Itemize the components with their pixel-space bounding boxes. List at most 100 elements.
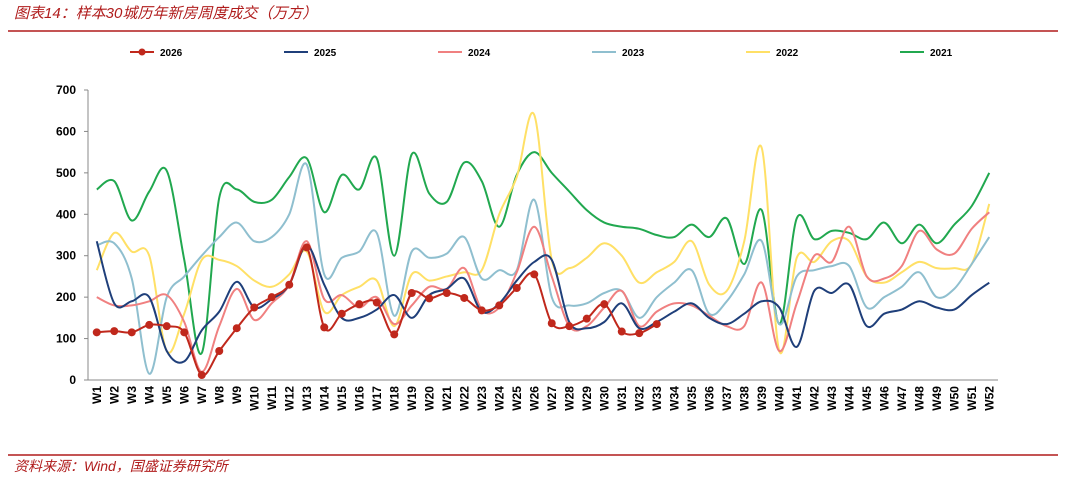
x-tick-label: W8 (212, 386, 226, 404)
x-tick-label: W4 (142, 386, 156, 404)
series-line (96, 151, 991, 355)
point (372, 298, 381, 307)
x-tick-label: W46 (877, 386, 891, 411)
x-tick-label: W49 (930, 386, 944, 411)
x-tick-label: W45 (860, 386, 874, 411)
y-tick-label: 600 (56, 124, 76, 138)
x-tick-label: W6 (177, 386, 191, 404)
legend-label: 2021 (930, 48, 953, 59)
x-tick-label: W11 (265, 386, 279, 410)
x-tick-label: W13 (300, 386, 314, 411)
x-tick-label: W50 (947, 386, 961, 411)
x-tick-label: W19 (405, 386, 419, 411)
x-tick-label: W10 (247, 386, 261, 411)
x-tick-label: W52 (982, 386, 996, 411)
x-tick-label: W5 (160, 386, 174, 404)
x-tick-label: W37 (720, 386, 734, 411)
point (582, 314, 591, 323)
x-tick-label: W31 (615, 386, 629, 411)
y-tick-label: 200 (56, 290, 76, 304)
y-tick-label: 400 (56, 207, 76, 221)
x-tick-label: W24 (492, 386, 506, 411)
legend-label: 2024 (468, 48, 491, 59)
x-tick-label: W36 (702, 386, 716, 411)
point (302, 243, 311, 252)
point (110, 327, 119, 336)
x-tick-label: W12 (282, 386, 296, 411)
y-tick-label: 700 (56, 83, 76, 97)
point (337, 309, 346, 318)
x-tick-label: W7 (195, 386, 209, 404)
series-line (96, 162, 991, 375)
point (180, 328, 189, 337)
x-tick-label: W34 (667, 386, 681, 411)
point (617, 327, 626, 336)
point (285, 280, 294, 289)
point (495, 301, 504, 310)
legend-marker (138, 48, 146, 56)
point (390, 330, 399, 339)
x-tick-label: W9 (230, 386, 244, 404)
point (442, 289, 451, 297)
x-tick-label: W2 (107, 386, 121, 404)
x-tick-label: W25 (510, 386, 524, 411)
x-tick-label: W20 (422, 386, 436, 411)
legend-label: 2022 (776, 48, 799, 59)
y-tick-label: 0 (69, 373, 76, 387)
x-tick-label: W47 (895, 386, 909, 411)
y-tick-label: 300 (56, 249, 76, 263)
x-tick-label: W51 (965, 386, 979, 411)
x-tick-label: W22 (457, 386, 471, 411)
y-tick-label: 100 (56, 332, 76, 346)
x-tick-label: W48 (912, 386, 926, 411)
series-line (95, 240, 990, 364)
point (320, 323, 329, 332)
x-tick-label: W32 (632, 386, 646, 411)
x-tick-label: W28 (562, 386, 576, 411)
point (162, 322, 171, 331)
source: 资料来源：Wind，国盛证券研究所 (14, 458, 230, 474)
x-tick-label: W1 (90, 386, 104, 404)
point (460, 293, 469, 302)
legend-label: 2025 (314, 48, 337, 59)
legend-label: 2023 (622, 48, 645, 59)
x-tick-label: W23 (475, 386, 489, 411)
series-line (96, 245, 658, 377)
x-tick-label: W3 (125, 386, 139, 404)
point (232, 324, 241, 333)
point (477, 306, 486, 315)
y-tick-label: 500 (56, 166, 76, 180)
x-tick-label: W17 (370, 386, 384, 411)
x-tick-label: W14 (317, 386, 331, 411)
x-tick-label: W43 (825, 386, 839, 411)
x-tick-label: W16 (352, 386, 366, 411)
x-tick-label: W33 (650, 386, 664, 411)
x-tick-label: W29 (580, 386, 594, 411)
point (425, 294, 434, 303)
point (600, 300, 609, 309)
point (145, 320, 154, 329)
point (652, 320, 661, 329)
point (512, 284, 521, 293)
point (92, 328, 101, 337)
x-tick-label: W38 (737, 386, 751, 411)
point (267, 293, 276, 302)
point (197, 371, 206, 380)
point (530, 270, 539, 279)
x-tick-label: W41 (790, 386, 804, 411)
x-tick-label: W42 (807, 386, 821, 411)
x-tick-label: W27 (545, 386, 559, 411)
x-tick-label: W40 (772, 386, 786, 411)
series-line (95, 111, 991, 355)
x-tick-label: W21 (440, 386, 454, 411)
x-tick-label: W44 (842, 386, 856, 411)
point (407, 289, 416, 297)
x-tick-label: W39 (755, 386, 769, 411)
point (355, 300, 364, 309)
point (547, 319, 556, 328)
x-tick-label: W35 (685, 386, 699, 411)
x-tick-label: W18 (387, 386, 401, 411)
point (565, 322, 574, 331)
chart-title: 图表14：样本30城历年新房周度成交（万方） (14, 5, 317, 22)
